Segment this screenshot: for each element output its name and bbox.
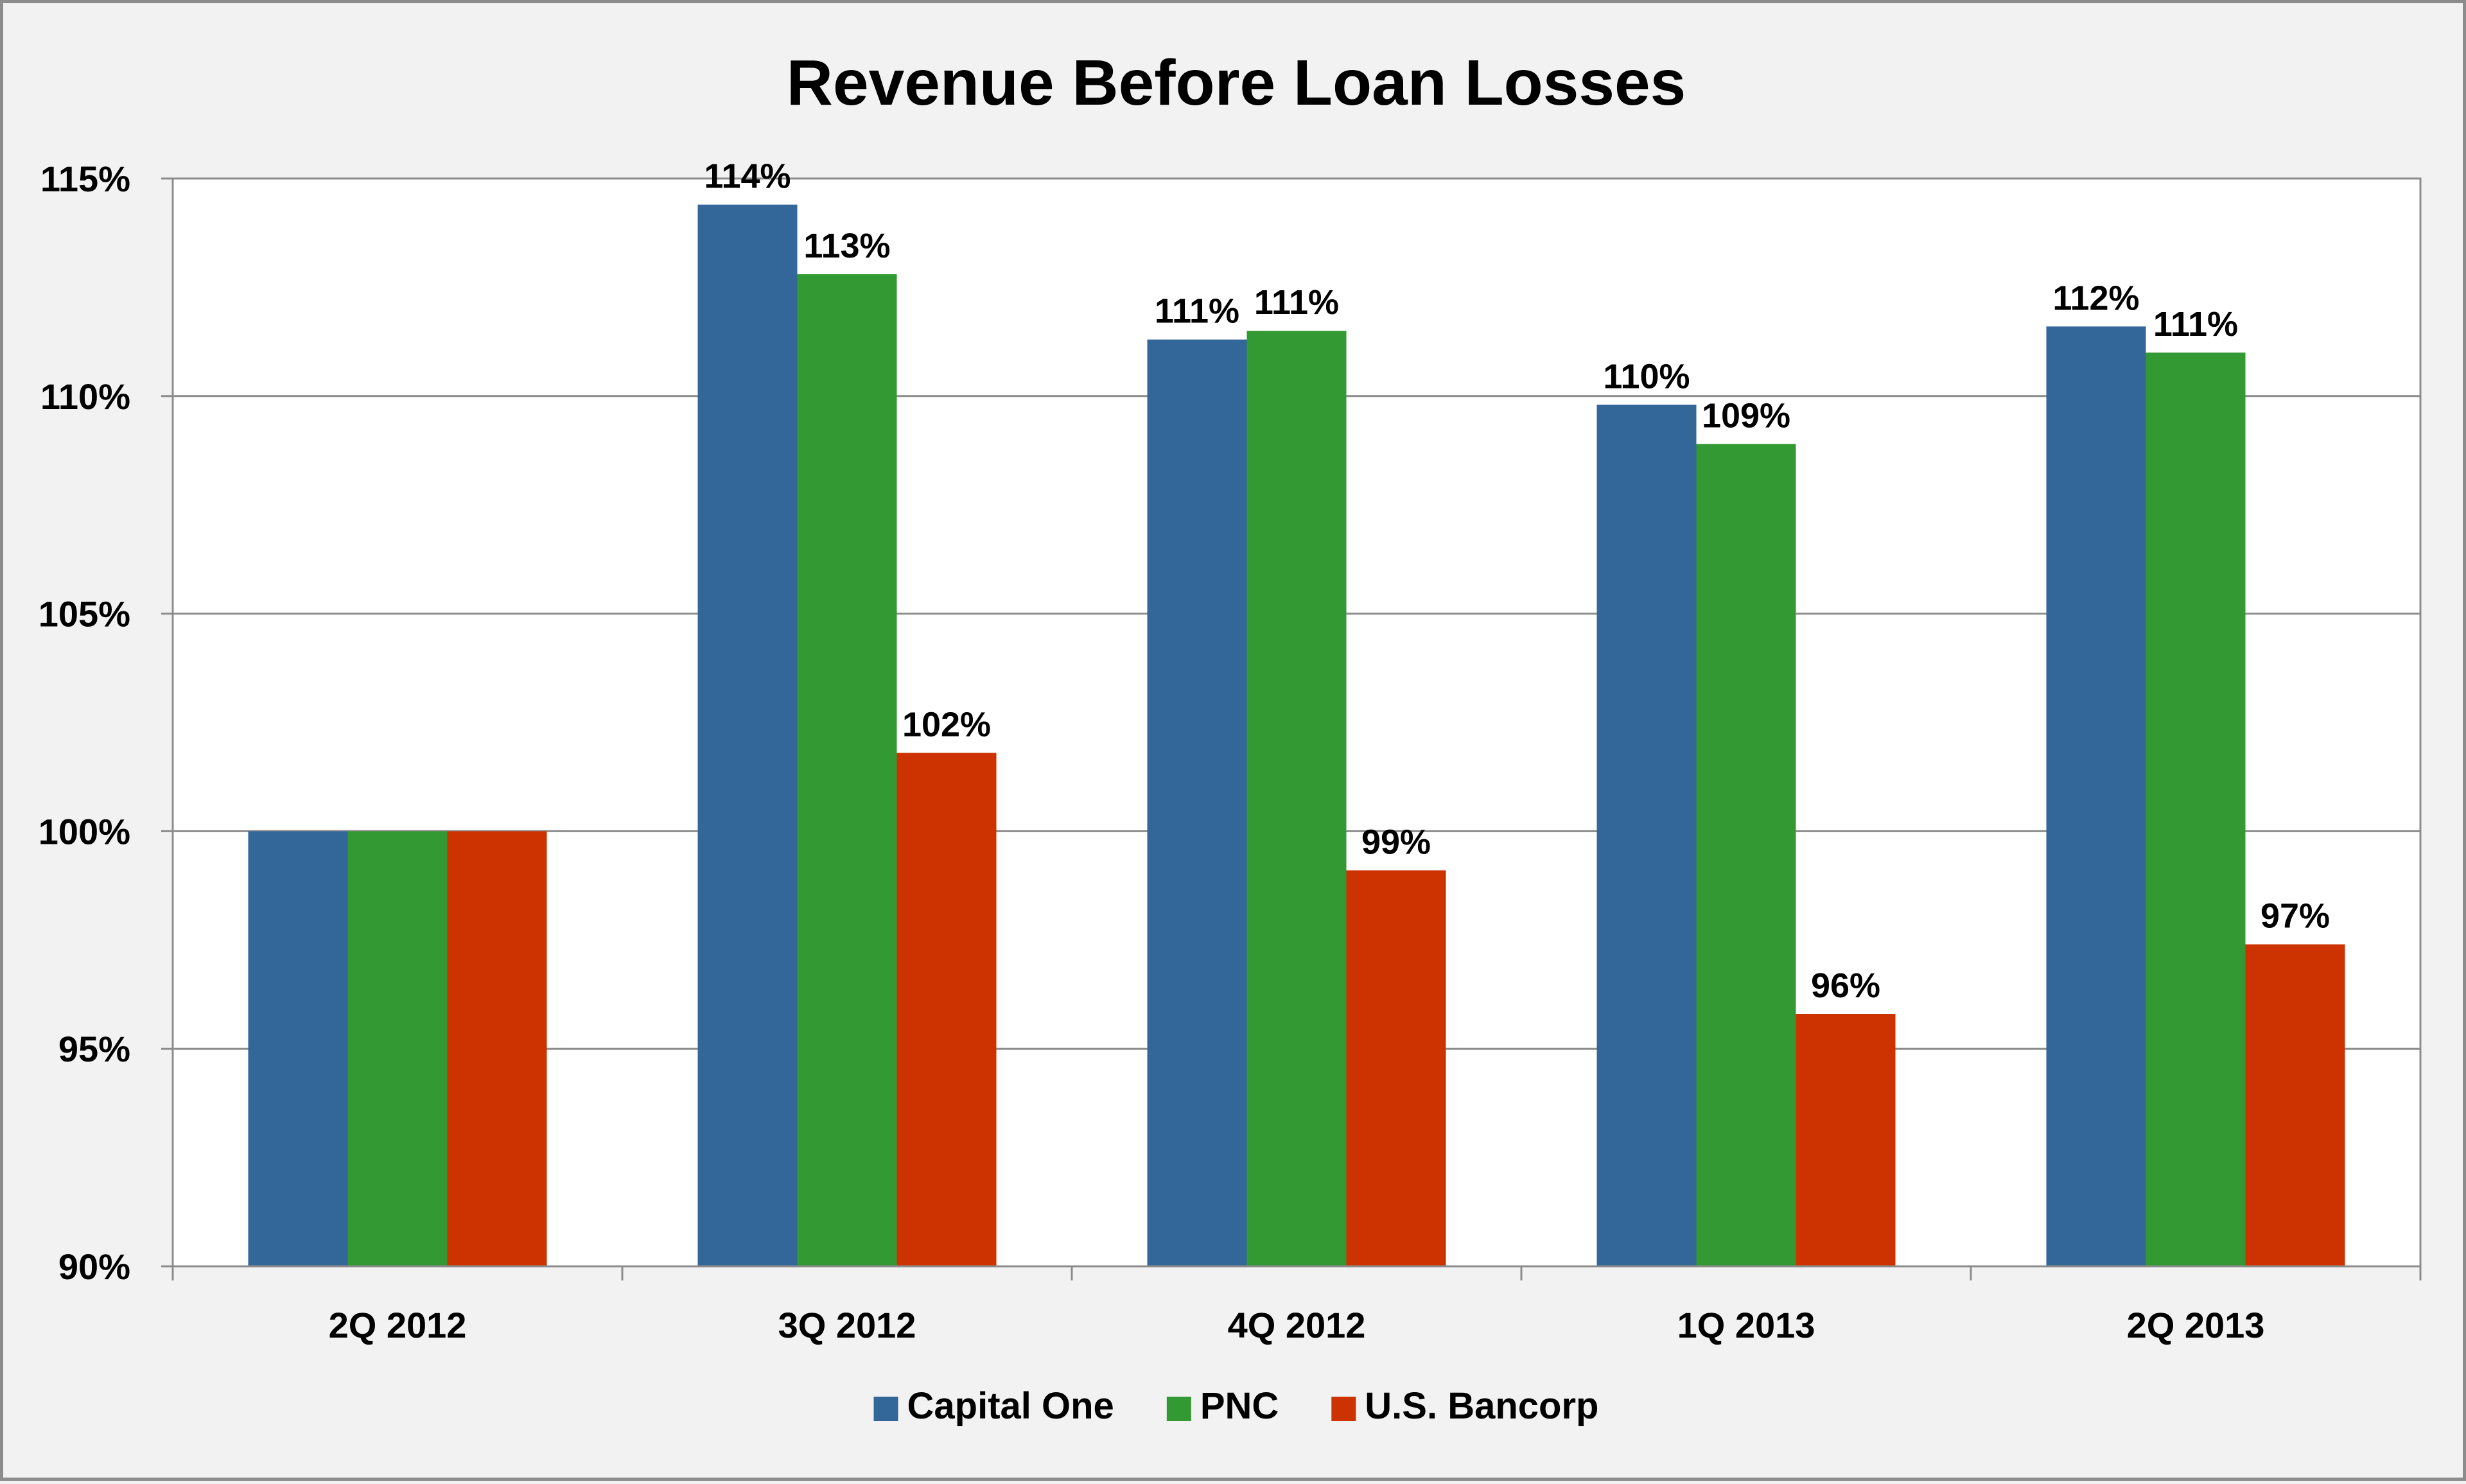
data-label: 97% (2260, 897, 2330, 936)
legend-item-u-s-bancorp: U.S. Bancorp (1331, 1385, 1598, 1427)
bar-pnc-1 (797, 274, 897, 1266)
x-tick-label: 2Q 2012 (329, 1305, 467, 1345)
data-label: 110% (1603, 357, 1690, 396)
data-label: 102% (902, 705, 991, 744)
bars (248, 204, 2345, 1267)
y-tick-label: 95% (58, 1029, 130, 1069)
bar-u-s-bancorp-2 (1346, 870, 1446, 1266)
legend-item-pnc: PNC (1166, 1385, 1279, 1427)
bar-u-s-bancorp-4 (2245, 944, 2345, 1266)
x-tick-label: 1Q 2013 (1677, 1305, 1815, 1345)
bar-chart: Revenue Before Loan Losses 90% 95% 100% 105… (39, 47, 2422, 1427)
data-label: 113% (803, 227, 890, 265)
bar-u-s-bancorp-3 (1796, 1013, 1896, 1266)
legend-label: PNC (1200, 1385, 1279, 1427)
bar-pnc-2 (1246, 331, 1347, 1266)
data-label: 109% (1702, 396, 1790, 435)
y-tick-label: 90% (58, 1246, 130, 1287)
axes: 90% 95% 100% 105% 110% 115% 2Q 2012 3Q 2012 4Q 2… (39, 159, 2422, 1345)
x-tick-label: 3Q 2012 (778, 1305, 916, 1345)
bar-pnc-3 (1696, 444, 1796, 1267)
legend-swatch (873, 1397, 898, 1421)
data-label: 111% (2153, 305, 2238, 344)
bar-capital-one-0 (248, 831, 348, 1266)
legend-item-capital-one: Capital One (873, 1385, 1114, 1427)
x-tick-label: 4Q 2012 (1228, 1305, 1366, 1345)
bar-capital-one-2 (1147, 339, 1247, 1267)
y-tick-label: 100% (39, 811, 130, 851)
x-tick-label: 2Q 2013 (2127, 1305, 2265, 1345)
y-tick-label: 105% (39, 594, 130, 634)
plot-border (171, 177, 2422, 1268)
data-label: 111% (1254, 283, 1339, 322)
bar-u-s-bancorp-0 (447, 831, 547, 1266)
bar-capital-one-1 (697, 204, 798, 1266)
bar-pnc-4 (2146, 353, 2246, 1266)
bar-capital-one-4 (2046, 326, 2146, 1266)
chart-title: Revenue Before Loan Losses (787, 47, 1686, 119)
y-tick-label: 110% (40, 376, 130, 417)
legend-label: U.S. Bancorp (1365, 1385, 1598, 1427)
data-labels: 114% 113% 102% 111% 111% 99% 110% 109% 96% 112% 11… (704, 157, 2330, 1005)
data-label: 99% (1361, 823, 1431, 861)
data-label: 111% (1155, 292, 1239, 331)
legend-label: Capital One (907, 1385, 1114, 1427)
y-tick-label: 115% (40, 159, 130, 199)
bar-capital-one-3 (1596, 405, 1697, 1266)
data-label: 112% (2052, 279, 2139, 317)
legend-swatch (1331, 1397, 1356, 1421)
data-label: 114% (704, 157, 791, 196)
bar-pnc-0 (347, 831, 448, 1266)
legend: Capital One PNC U.S. Bancorp (873, 1385, 1598, 1427)
bar-u-s-bancorp-1 (896, 753, 997, 1266)
data-label: 96% (1811, 966, 1880, 1005)
legend-swatch (1166, 1397, 1191, 1421)
